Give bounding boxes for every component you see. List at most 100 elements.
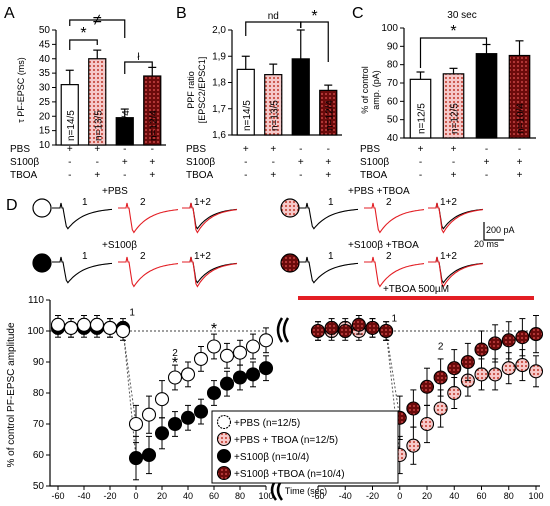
bar-n-label: n=12/4 [148, 110, 159, 141]
data-point [180, 367, 196, 382]
data-point [460, 354, 475, 370]
axis-break [276, 317, 284, 343]
epsc-trace [182, 202, 238, 234]
group-symbol [280, 198, 300, 218]
data-point [193, 351, 209, 366]
condition-row-label: S100β [186, 157, 215, 168]
legend-label: +S100β (n=10/4) [234, 452, 309, 463]
data-point [501, 361, 516, 376]
y-tick-label: 50 [33, 481, 45, 492]
condition-mark: + [298, 157, 304, 168]
condition-mark: - [518, 144, 521, 155]
trace-12-label: 1+2 [440, 251, 457, 262]
y-tick-label: 35 [39, 68, 51, 79]
data-point [180, 410, 196, 425]
bar [88, 58, 107, 146]
data-point [447, 361, 462, 376]
bar [442, 73, 465, 139]
scale-x-label: 20 ms [474, 239, 499, 249]
y-tick-label: 60 [387, 96, 399, 107]
data-point [115, 323, 131, 339]
condition-mark: - [419, 157, 422, 168]
condition-mark: + [94, 144, 100, 155]
x-tick-label: 20 [157, 491, 167, 501]
sig-bracket [69, 19, 126, 38]
data-point [128, 451, 144, 466]
condition-mark: + [149, 170, 155, 181]
annotation: 1 [129, 308, 135, 319]
data-point [488, 336, 503, 351]
scale-bar [483, 222, 504, 241]
trace-2-label: 2 [386, 197, 392, 208]
y-tick-label: 80 [33, 388, 45, 399]
conditions-tables: PBS + + - - S100β - - + + TBOA - + - + PBS + + - - S100β - - + +… [10, 144, 523, 181]
epsc-trace [364, 256, 425, 288]
y-tick-label: 90 [33, 357, 45, 368]
bar-n-label: n=12/5 [417, 103, 428, 134]
legend: +PBS (n=12/5) +PBS + TBOA (n=12/5) +S100β … [211, 410, 399, 484]
data-point [141, 447, 157, 463]
y-tick-label: 40 [387, 133, 399, 144]
epsc-trace [298, 256, 359, 284]
timecourse-xlabel: Time (sec) [285, 486, 327, 496]
y-tick-label: 80 [387, 60, 399, 71]
epsc-trace [118, 256, 179, 288]
bar-n-label: n=12/4 [121, 110, 132, 141]
condition-mark: + [418, 144, 424, 155]
sig-bracket [69, 39, 98, 50]
sig-bracket [245, 21, 302, 36]
y-tick-label: 1,6 [212, 130, 226, 141]
panel-c: 40 50 60 70 80 90 100 n=12/5 n=12/5 n=10/4 n=10/4 * [381, 23, 536, 144]
data-point [89, 317, 105, 332]
bar-n-label: n=12/4 [297, 100, 308, 131]
condition-mark: - [299, 170, 302, 181]
y-tick-label: 110 [28, 295, 44, 306]
legend-label: +S100β +TBOA (n=10/4) [234, 469, 345, 480]
condition-row-label: TBOA [10, 170, 38, 181]
data-point [474, 367, 489, 382]
timecourse-plot: 50 60 70 80 90 100 110 -60 -60 -40 -40 -20 -20 0 0 20 20… [27, 295, 543, 501]
condition-mark: + [270, 170, 276, 181]
condition-row-label: TBOA [360, 170, 388, 181]
data-point [258, 333, 274, 348]
condition-row-label: TBOA [186, 170, 214, 181]
x-tick-label: 40 [449, 491, 459, 501]
legend-marker [216, 414, 232, 430]
data-point [447, 385, 462, 401]
annotation: 1 [392, 314, 398, 325]
condition-mark: + [517, 157, 523, 168]
data-point [76, 317, 92, 332]
sig-mark: * [311, 8, 317, 25]
legend-marker [216, 465, 232, 481]
data-point [528, 327, 544, 342]
trace-2-label: 2 [140, 197, 146, 208]
epsc-trace [364, 202, 425, 234]
condition-mark: - [327, 144, 330, 155]
data-point [219, 376, 235, 391]
group-symbol [32, 253, 52, 273]
x-tick-label: -20 [103, 491, 116, 501]
condition-mark: - [68, 157, 71, 168]
annotation: 2 [438, 342, 444, 353]
bar-n-label: n=12/4 [324, 100, 335, 131]
data-point [154, 392, 170, 407]
panel-letter-c: C [352, 5, 364, 22]
panel-b: 1,6 1,7 1,8 1,9 2,0 n=14/5 n=13/5 n=12/4 n=12/4 n… [212, 8, 342, 141]
data-point [406, 401, 421, 416]
bar [143, 75, 162, 146]
panel-c-ylabel2: amp. (pA) [371, 70, 381, 110]
bar-n-label: n=14/5 [242, 100, 253, 131]
y-tick-label: 70 [387, 78, 399, 89]
x-tick-label: 0 [133, 491, 138, 501]
sig-bracket [300, 21, 329, 62]
data-point [406, 438, 421, 453]
data-point [324, 320, 339, 335]
series-drop-line [385, 330, 401, 456]
tboa-label: +TBOA 500µM [383, 284, 449, 295]
legend-label: +PBS (n=12/5) [234, 418, 300, 429]
panel-a: 10 15 20 25 30 35 40 45 50 n=14/5 n=13/5 n=12/4 n=12… [39, 12, 166, 151]
data-point [258, 361, 274, 376]
sig-mark: nd [268, 11, 279, 22]
trace-group-label: +PBS [102, 186, 128, 197]
data-point [310, 323, 326, 339]
